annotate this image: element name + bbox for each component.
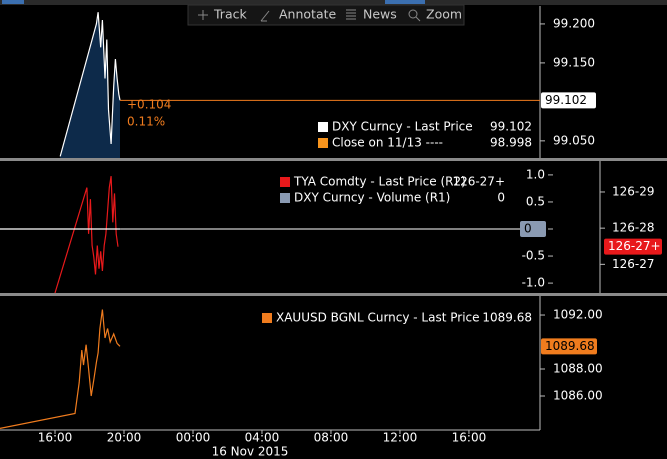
y-tick-label: 1092.00	[553, 308, 603, 322]
y-tick-label: 1086.00	[553, 388, 603, 402]
y-tick-label: 99.050	[553, 133, 595, 147]
x-date-label: 16 Nov 2015	[212, 445, 289, 459]
toolbar-button[interactable]: Zoom	[408, 7, 462, 22]
legend-label: XAUUSD BGNL Curncy - Last Price	[276, 311, 480, 325]
legend-label: DXY Curncy - Volume (R1)	[294, 191, 450, 205]
panel-dividers	[0, 158, 667, 296]
y-tick-label: -0.5	[522, 249, 545, 263]
y2-tick-label: 126-28	[612, 221, 655, 235]
panel: 1.0 0.5 0 -0.5 -1.0 126-27 126-28 126-29 126-27+…	[0, 161, 662, 294]
toolbar-button[interactable]: Annotate	[260, 7, 337, 22]
x-tick-label: 16:00	[38, 431, 73, 445]
legend-swatch	[318, 122, 328, 132]
panel: 1086.00 1088.00 1092.00 16:00 20:00 00:00 04:0…	[0, 296, 603, 459]
legend-value: 99.102	[490, 120, 532, 134]
button-label[interactable]: Track	[213, 7, 247, 22]
last-value-label: 0	[524, 222, 532, 236]
legend-swatch	[280, 177, 290, 187]
toolbar-button[interactable]: Track	[198, 7, 247, 22]
x-tick-label: 20:00	[107, 431, 142, 445]
last-value-label: 126-27+	[608, 239, 661, 253]
y2-tick-label: 126-29	[612, 184, 655, 198]
legend-swatch	[262, 313, 272, 323]
x-tick-label: 12:00	[383, 431, 418, 445]
x-tick-label: 08:00	[314, 431, 349, 445]
x-tick-label: 16:00	[452, 431, 487, 445]
area-fill	[60, 12, 120, 159]
legend-label: Close on 11/13 ----	[332, 136, 443, 150]
legend-value: 1089.68	[482, 311, 532, 325]
series-line	[59, 12, 121, 157]
legend-value: 126-27+	[452, 175, 505, 189]
y-tick-label: -1.0	[522, 276, 545, 290]
top-strip	[0, 0, 667, 5]
y2-tick-label: 126-27	[612, 257, 655, 271]
last-value-label: 99.102	[545, 93, 587, 107]
y-tick-label: 1088.00	[553, 362, 603, 376]
panel: 99.050 99.150 99.200 99.102 DXY Curncy - Las…	[59, 6, 596, 159]
button-label[interactable]: Zoom	[426, 7, 462, 22]
last-value-label: 1089.68	[545, 339, 595, 353]
legend-value: 0	[497, 191, 505, 205]
y-tick-label: 0.5	[526, 194, 545, 208]
y-tick-label: 1.0	[526, 167, 545, 181]
toolbar-button[interactable]: News	[346, 7, 397, 22]
legend-value: 98.998	[490, 136, 532, 150]
series-line	[54, 176, 119, 294]
toolbar: Track Annotate News Zoom	[187, 4, 465, 26]
legend-label: DXY Curncy - Last Price	[332, 120, 473, 134]
series-line	[0, 309, 121, 429]
last-value-tag	[541, 338, 597, 355]
y-tick-label: 99.200	[553, 16, 595, 30]
legend-label: TYA Comdty - Last Price (R2)	[293, 175, 466, 189]
last-value-tag	[520, 221, 546, 238]
last-value-tag	[541, 92, 596, 109]
button-label[interactable]: Annotate	[279, 7, 337, 22]
button-label[interactable]: News	[363, 7, 397, 22]
x-tick-label: 04:00	[245, 431, 280, 445]
annotation: 0.11%	[127, 115, 165, 129]
legend-swatch	[280, 193, 290, 203]
annotation: +0.104	[127, 98, 171, 112]
x-tick-label: 00:00	[176, 431, 211, 445]
legend-swatch	[318, 138, 328, 148]
last-value-tag	[604, 238, 662, 255]
y-tick-label: 99.150	[553, 55, 595, 69]
